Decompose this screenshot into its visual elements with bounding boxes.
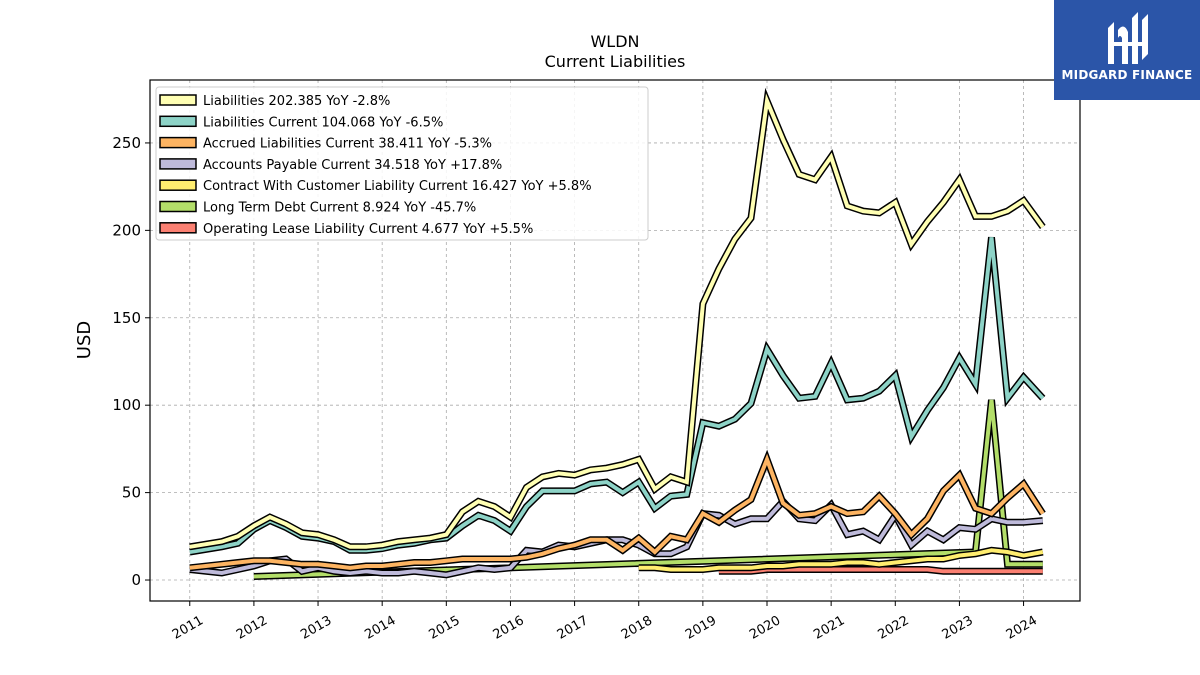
- x-tick-label: 2017: [555, 613, 591, 643]
- legend-entry: Accrued Liabilities Current 38.411 YoY -…: [203, 137, 492, 152]
- series-line: [718, 567, 1043, 574]
- legend-entry: Operating Lease Liability Current 4.677 …: [203, 222, 533, 237]
- legend-entry: Long Term Debt Current 8.924 YoY -45.7%: [203, 201, 476, 216]
- series-lines: [189, 87, 1046, 580]
- legend-entry: Accounts Payable Current 34.518 YoY +17.…: [203, 158, 502, 173]
- brand-mark-icon: [1108, 12, 1148, 65]
- x-tick-label: 2013: [298, 613, 334, 643]
- x-tick-label: 2014: [362, 613, 398, 643]
- legend-swatch: [159, 179, 197, 191]
- chart-title: WLDN: [590, 32, 639, 51]
- x-tick-label: 2011: [170, 613, 206, 643]
- legend: Liabilities 202.385 YoY -2.8% Liabilities…: [155, 86, 649, 241]
- y-tick-label: 0: [131, 571, 141, 589]
- x-tick-label: 2022: [875, 613, 911, 643]
- x-tick-label: 2019: [683, 613, 719, 643]
- x-tick-label: 2016: [491, 613, 527, 643]
- brand-name: MIDGARD FINANCE: [1061, 68, 1193, 82]
- x-tick-label: 2021: [811, 613, 847, 643]
- y-tick-label: 50: [122, 484, 141, 502]
- series-line: [189, 93, 1045, 549]
- legend-entry: Contract With Customer Liability Current…: [203, 179, 592, 194]
- legend-entry: Liabilities 202.385 YoY -2.8%: [203, 94, 390, 109]
- x-tick-label: 2024: [1004, 613, 1040, 643]
- x-tick-label: 2018: [619, 613, 655, 643]
- legend-swatch: [159, 222, 197, 234]
- series-line: [253, 399, 1043, 579]
- legend-swatch: [159, 200, 197, 213]
- series-line: [189, 453, 1045, 570]
- y-tick-label: 100: [112, 396, 141, 414]
- legend-swatch: [159, 136, 197, 149]
- legend-swatch: [159, 94, 197, 106]
- plot-area-frame: [149, 79, 1081, 602]
- x-tick-label: 2020: [747, 613, 783, 643]
- x-tick-label: 2023: [940, 613, 976, 643]
- legend-box: [155, 86, 649, 241]
- y-tick-label: 250: [112, 134, 141, 152]
- legend-entry: Liabilities Current 104.068 YoY -6.5%: [203, 115, 443, 130]
- legend-swatch: [159, 115, 197, 128]
- series-line: [638, 548, 1044, 572]
- x-tick-label: 2015: [426, 613, 462, 643]
- legend-swatch: [159, 158, 197, 170]
- y-axis-label: USD: [74, 321, 95, 359]
- brand-logo: MIDGARD FINANCE: [1054, 0, 1200, 100]
- y-tick-label: 150: [112, 309, 141, 327]
- chart-subtitle: Current Liabilities: [545, 52, 686, 71]
- x-tick-label: 2012: [234, 613, 270, 643]
- y-tick-label: 200: [112, 221, 141, 239]
